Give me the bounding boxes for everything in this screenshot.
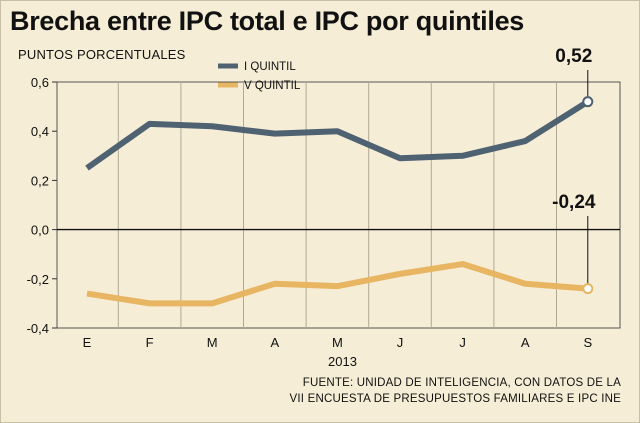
y-tick-label: -0,4 (27, 321, 49, 336)
source-line-1: FUENTE: UNIDAD DE INTELIGENCIA, CON DATO… (302, 377, 621, 389)
plot-area (56, 81, 621, 329)
data-point-marker (582, 96, 594, 108)
chart-title: Brecha entre IPC total e IPC por quintil… (10, 6, 525, 36)
x-tick-label: A (521, 335, 530, 350)
data-label: -0,24 (552, 192, 596, 213)
legend-label: V QUINTIL (244, 80, 301, 92)
x-tick-label: M (207, 335, 218, 350)
source-line-2: VII ENCUESTA DE PRESUPUESTOS FAMILIARES … (289, 393, 621, 405)
x-axis-label: 2013 (328, 354, 357, 369)
y-axis-unit-label: PUNTOS PORCENTUALES (18, 47, 186, 62)
y-tick-label: -0,2 (27, 272, 49, 287)
y-tick-label: 0,2 (31, 173, 49, 188)
series-line-1 (85, 99, 590, 171)
y-tick-label: 0,0 (31, 223, 49, 238)
x-tick-label: F (146, 335, 154, 350)
x-tick-label: J (459, 335, 466, 350)
y-tick-label: 0,4 (31, 124, 49, 139)
data-point-marker (582, 283, 594, 295)
source-note: FUENTE: UNIDAD DE INTELIGENCIA, CON DATO… (221, 375, 621, 407)
x-tick-label: E (83, 335, 92, 350)
y-tick-label: 0,6 (31, 75, 49, 90)
legend-label: I QUINTIL (244, 61, 296, 73)
series-line-2 (86, 261, 589, 307)
x-tick-label: M (332, 335, 343, 350)
x-tick-label: J (397, 335, 404, 350)
x-tick-label: S (583, 335, 592, 350)
data-label: 0,52 (555, 46, 592, 67)
x-tick-label: A (270, 335, 279, 350)
